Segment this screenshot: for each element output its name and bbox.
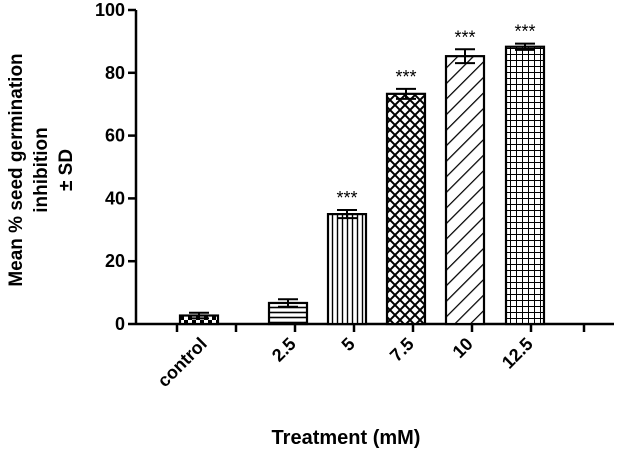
significance-label: *** [395,67,416,87]
x-tick-label: 5 [338,334,359,355]
x-tick-labels: control 2.5 5 7.5 10 12.5 [154,334,537,391]
y-axis-title-line-2: inhibition [31,127,52,212]
y-axis-title-line-3: ± SD [56,149,77,191]
error-bar-7.5 [396,87,416,100]
error-bar-control [189,311,209,320]
error-bar-10 [455,48,475,65]
significance-label: *** [514,22,535,42]
y-tick-label: 40 [105,188,125,208]
bar-10 [444,55,486,326]
y-tick-label: 0 [115,314,125,334]
y-tick-label: 20 [105,251,125,271]
bar-series [178,45,546,326]
error-bars [189,42,535,320]
y-axis-title-line-1: Mean % seed germination [6,53,27,286]
error-bar-12.5 [515,42,535,51]
x-axis [136,322,614,332]
x-tick-label: control [154,334,211,391]
significance-label: *** [454,27,475,47]
y-axis: 0 20 40 60 80 100 [95,0,138,334]
significance-labels: *** *** *** *** [336,22,535,208]
y-axis-title: Mean % seed germination inhibition ± SD [6,53,77,286]
x-tick-label: 7.5 [386,334,418,366]
error-bar-5 [337,209,357,220]
bar-7.5 [385,92,427,326]
x-axis-title: Treatment (mM) [272,427,421,449]
error-bar-2.5 [278,298,298,308]
bar-5 [326,213,368,326]
y-tick-label: 60 [105,126,125,146]
x-tick-label: 12.5 [498,334,537,373]
bar-12.5 [504,45,546,326]
x-tick-label: 2.5 [268,334,300,366]
x-tick-label: 10 [449,334,477,362]
y-tick-label: 100 [95,0,125,20]
y-tick-label: 80 [105,63,125,83]
significance-label: *** [336,188,357,208]
